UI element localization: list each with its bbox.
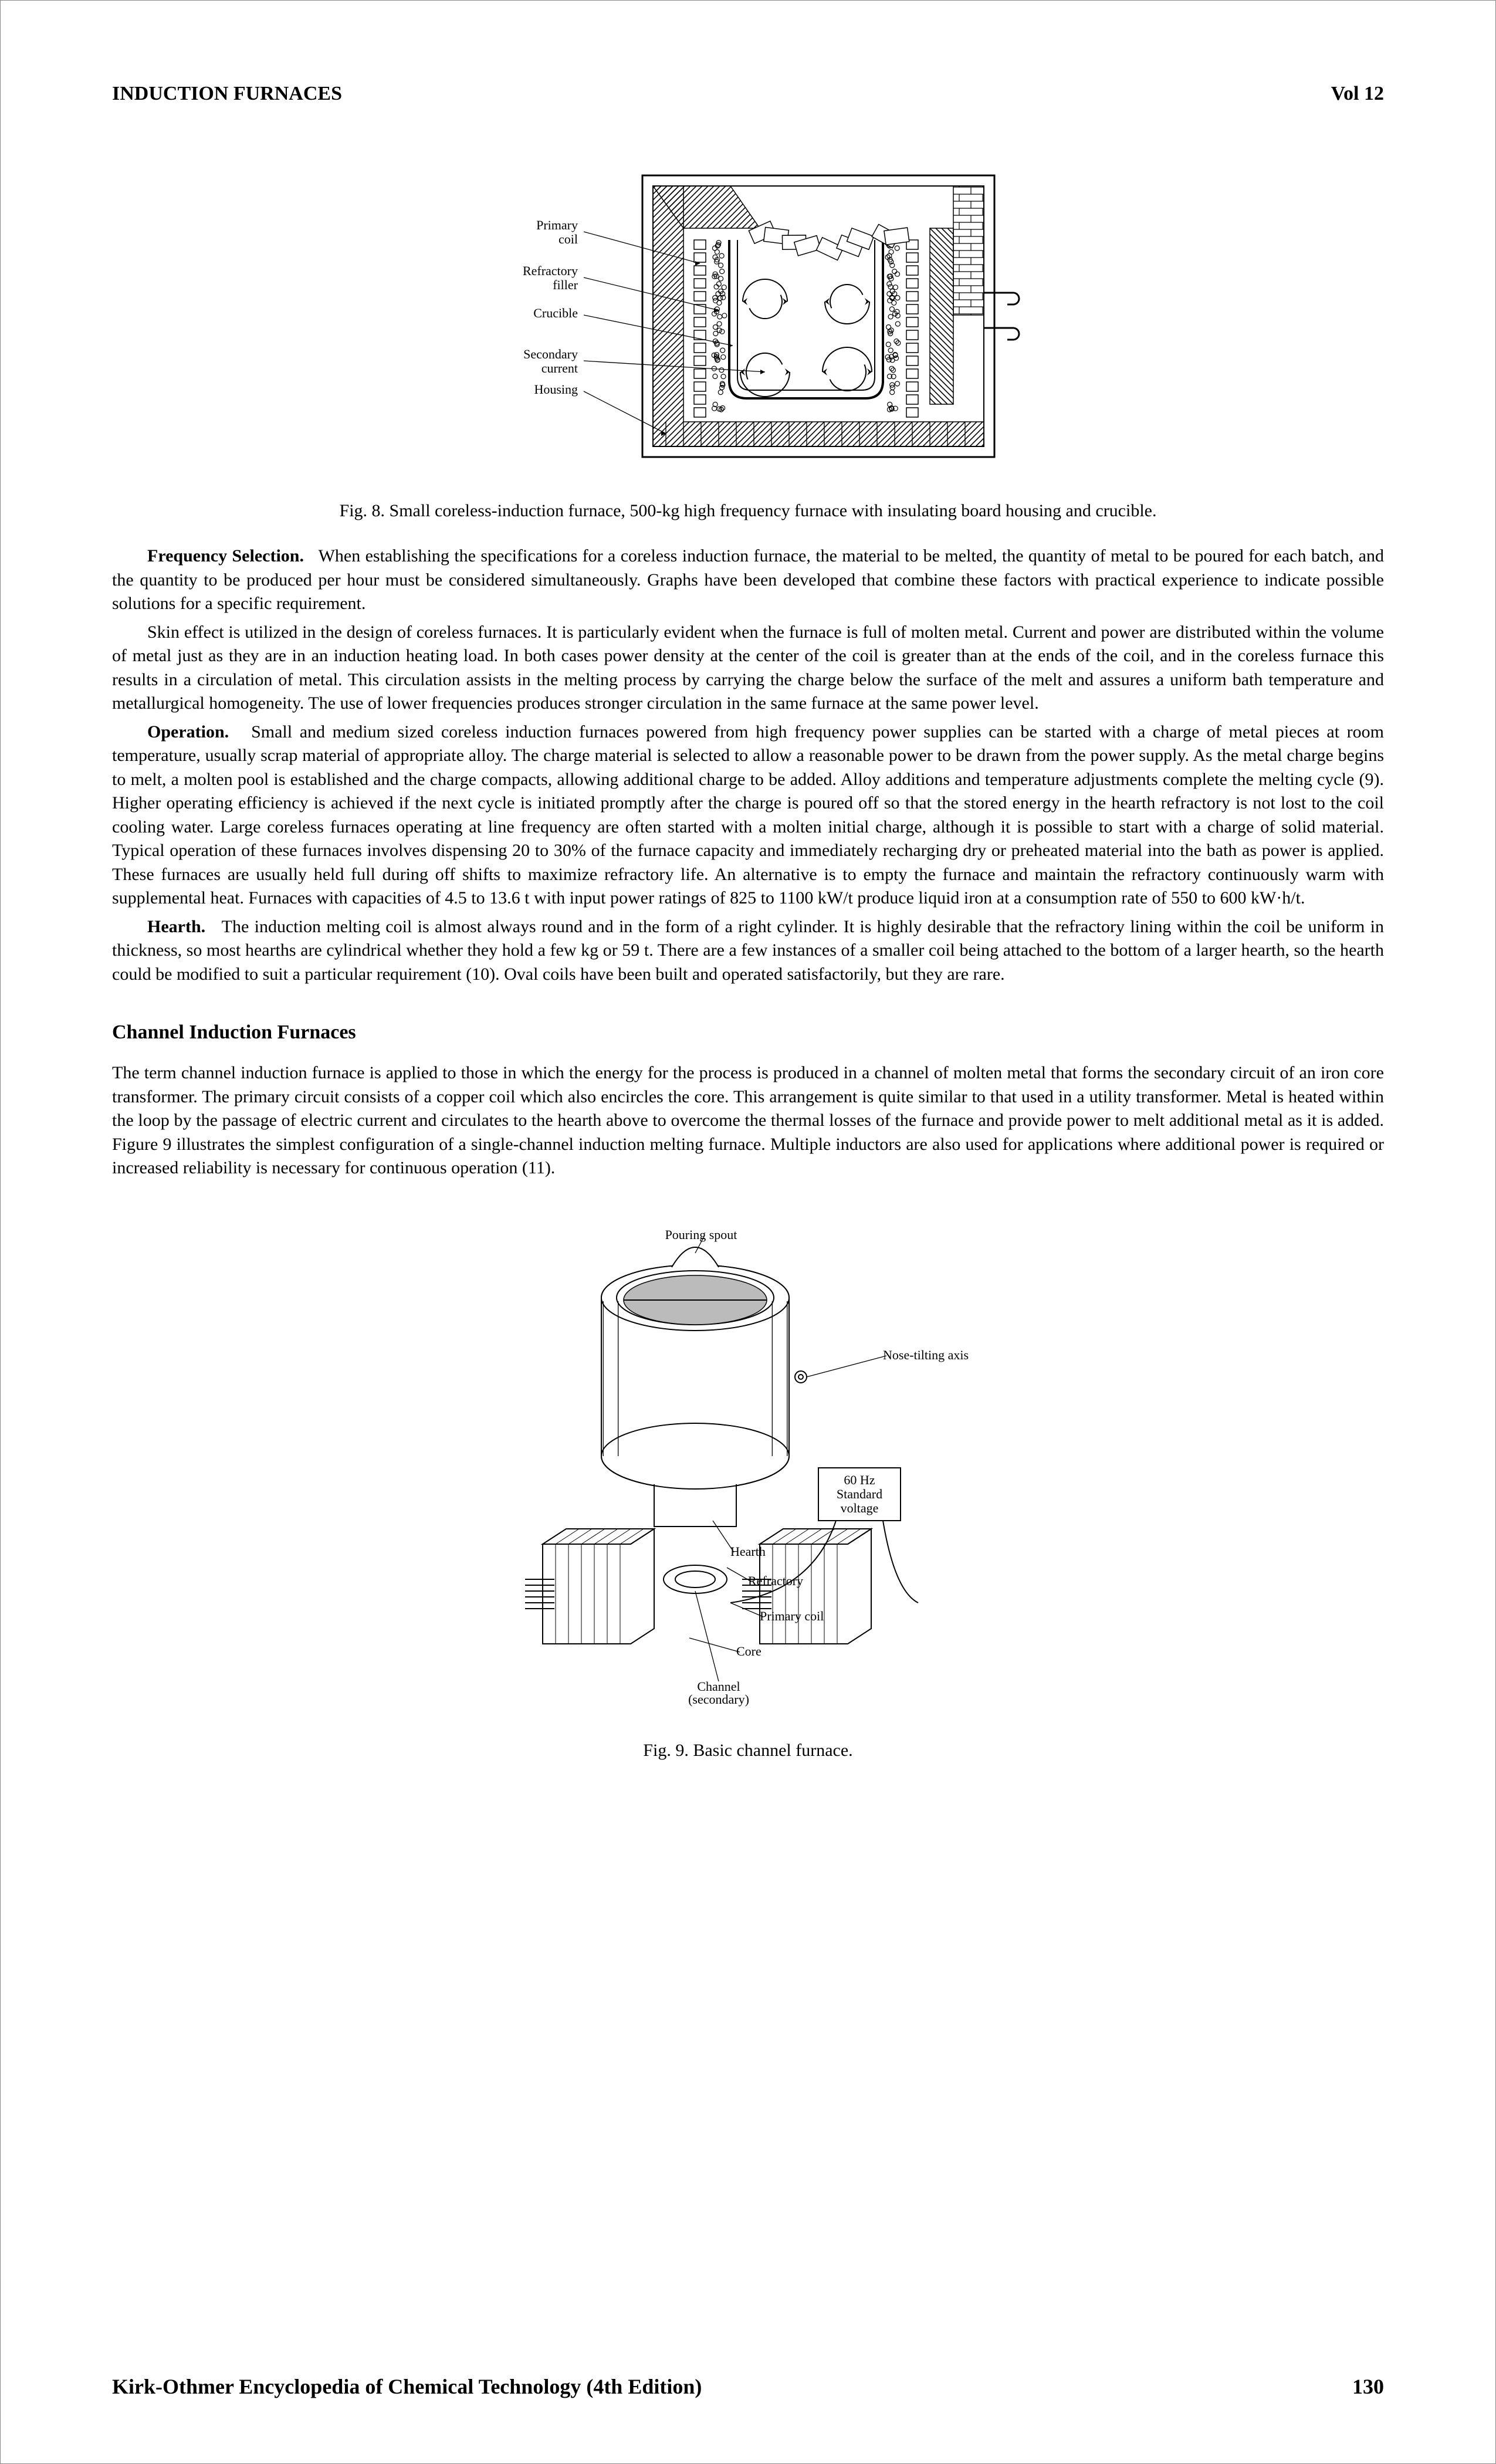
figure-8: Primarycoil Refractoryfiller Crucible Secon… (112, 152, 1384, 521)
header-title: INDUCTION FURNACES (112, 83, 342, 105)
header-volume: Vol 12 (1331, 83, 1384, 105)
figure-9-caption: Fig. 9. Basic channel furnace. (112, 1741, 1384, 1761)
figure-8-diagram: Primarycoil Refractoryfiller Crucible Secon… (466, 152, 1030, 480)
svg-text:voltage: voltage (841, 1501, 879, 1515)
svg-text:Refractory: Refractory (748, 1573, 803, 1588)
svg-text:Hearth: Hearth (730, 1544, 766, 1559)
svg-text:Primary: Primary (536, 218, 578, 232)
svg-text:Primary coil: Primary coil (760, 1609, 824, 1623)
text-hearth: The induction melting coil is almost alw… (112, 917, 1384, 984)
page: INDUCTION FURNACES Vol 12 Primarycoil Ref… (0, 0, 1496, 2464)
svg-text:Crucible: Crucible (533, 306, 578, 320)
svg-text:Housing: Housing (534, 382, 578, 397)
footer-source: Kirk-Othmer Encyclopedia of Chemical Tec… (112, 2374, 702, 2399)
svg-text:current: current (541, 361, 578, 375)
svg-text:Secondary: Secondary (523, 347, 578, 361)
svg-text:Refractory: Refractory (523, 263, 578, 278)
figure-8-caption: Fig. 8. Small coreless-induction furnace… (112, 501, 1384, 521)
figure-9-diagram: 60 HzStandardvoltage Pouring spout Nose-ti… (443, 1204, 1053, 1720)
svg-text:60 Hz: 60 Hz (844, 1473, 875, 1487)
footer-page-number: 130 (1352, 2374, 1384, 2399)
para-operation: Operation. Small and medium sized corele… (112, 720, 1384, 911)
para-channel-1: The term channel induction furnace is ap… (112, 1061, 1384, 1180)
svg-text:Core: Core (736, 1644, 761, 1659)
text-operation: Small and medium sized coreless inductio… (112, 722, 1384, 908)
runin-head-hearth: Hearth. (147, 917, 205, 936)
svg-text:coil: coil (559, 232, 578, 246)
para-hearth: Hearth. The induction melting coil is al… (112, 915, 1384, 987)
svg-text:Standard: Standard (837, 1487, 882, 1501)
para-frequency-selection-2: Skin effect is utilized in the design of… (112, 621, 1384, 716)
svg-text:filler: filler (553, 277, 578, 292)
runin-head-operation: Operation. (147, 722, 229, 742)
page-header: INDUCTION FURNACES Vol 12 (112, 83, 1384, 105)
svg-text:Pouring spout: Pouring spout (665, 1227, 737, 1242)
svg-text:(secondary): (secondary) (688, 1692, 749, 1707)
para-frequency-selection-1: Frequency Selection. When establishing t… (112, 544, 1384, 616)
svg-text:Nose-tilting axis: Nose-tilting axis (883, 1348, 969, 1362)
figure-9: 60 HzStandardvoltage Pouring spout Nose-ti… (112, 1204, 1384, 1761)
section-head-channel: Channel Induction Furnaces (112, 1021, 1384, 1044)
runin-head-frequency: Frequency Selection. (147, 546, 304, 566)
page-footer: Kirk-Othmer Encyclopedia of Chemical Tec… (112, 2374, 1384, 2399)
